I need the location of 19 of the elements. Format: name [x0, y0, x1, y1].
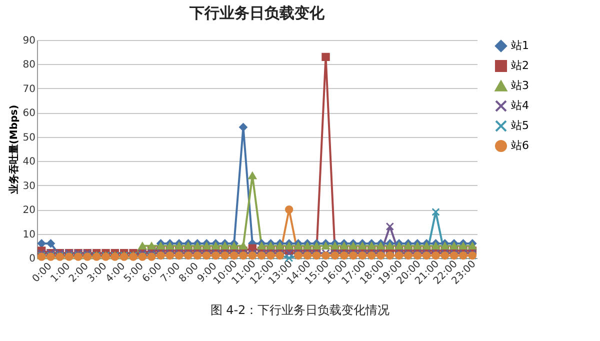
y-tick-label: 80	[22, 60, 36, 71]
y-tick-label: 70	[22, 84, 36, 95]
y-tick-label: 50	[22, 132, 36, 144]
legend-label: 站4	[511, 99, 529, 112]
y-axis-title: 业务吞吐量(Mbps)	[8, 104, 20, 196]
caption: 图 4-2：下行业务日负载变化情况	[209, 302, 391, 319]
y-tick-label: 60	[22, 108, 36, 120]
y-tick-label: 20	[22, 205, 36, 216]
y-tick-label: 10	[22, 229, 36, 240]
legend-label: 站6	[511, 139, 529, 152]
legend-label: 站3	[511, 79, 529, 92]
y-tick-label: 40	[22, 156, 36, 168]
legend-label: 站2	[511, 59, 529, 72]
chart-title: 下行业务日负载变化	[188, 4, 326, 22]
y-tick-label: 30	[22, 180, 36, 192]
legend-label: 站5	[511, 119, 529, 132]
y-tick-label: 0	[29, 254, 36, 264]
y-tick-label: 90	[22, 36, 36, 46]
legend-label: 站1	[511, 39, 529, 52]
